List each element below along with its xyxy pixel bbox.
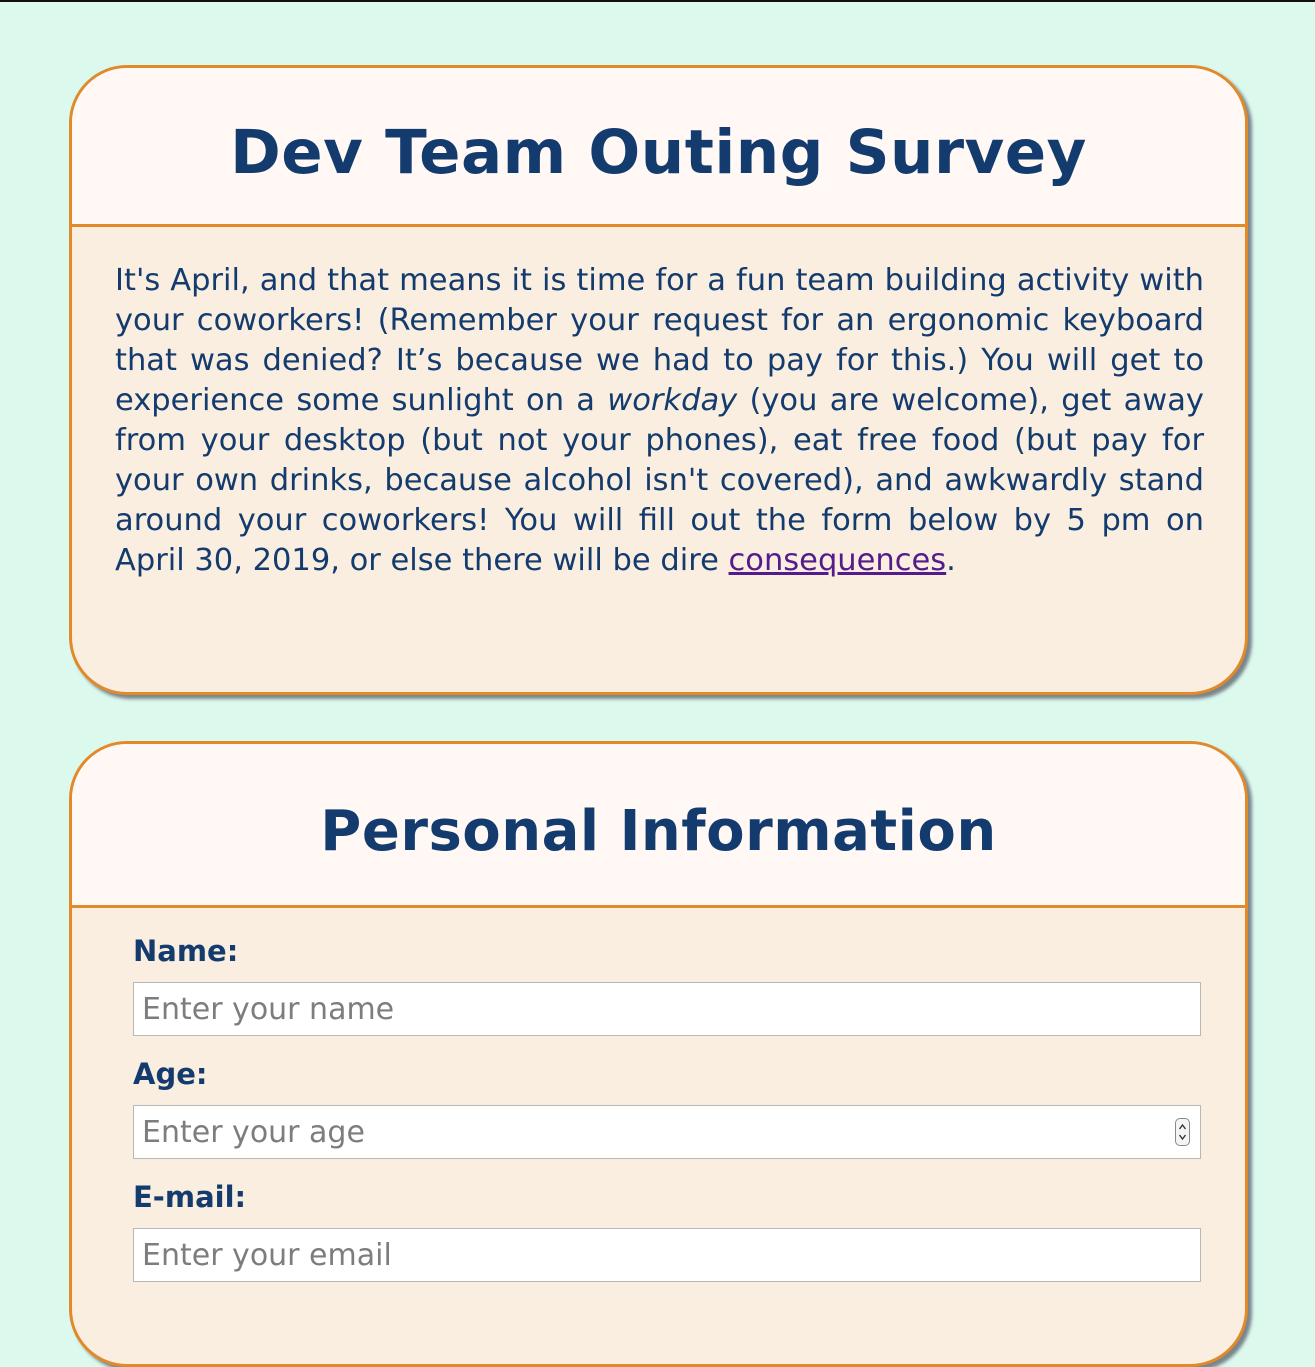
page-title: Dev Team Outing Survey [230, 117, 1087, 188]
email-input-box [133, 1228, 1201, 1282]
intro-paragraph: It's April, and that means it is time fo… [72, 227, 1245, 581]
intro-text-part2: (you are welcome), get away from your de… [115, 383, 1204, 578]
age-field-group: Age: [133, 1055, 1201, 1159]
name-input[interactable] [134, 983, 1200, 1035]
intro-card: Dev Team Outing Survey It's April, and t… [69, 65, 1248, 695]
name-label: Name: [133, 934, 239, 968]
age-input-box [133, 1105, 1201, 1159]
personal-information-form: Name: Age: E-mail: [72, 908, 1245, 1282]
intro-text-emphasis: workday [607, 383, 738, 418]
age-input[interactable] [134, 1106, 1200, 1158]
consequences-link[interactable]: consequences [728, 543, 947, 578]
email-field-group: E-mail: [133, 1178, 1201, 1282]
email-label: E-mail: [133, 1180, 247, 1214]
number-spinner-icon[interactable] [1175, 1118, 1190, 1146]
intro-text-part1: It's April, and that means it is time fo… [115, 263, 1204, 418]
intro-card-header: Dev Team Outing Survey [72, 68, 1245, 227]
section-title: Personal Information [320, 799, 997, 864]
name-input-box [133, 982, 1201, 1036]
name-field-group: Name: [133, 932, 1201, 1036]
personal-card-header: Personal Information [72, 744, 1245, 908]
intro-text-end: . [946, 543, 956, 578]
email-input[interactable] [134, 1229, 1200, 1281]
age-label: Age: [133, 1057, 208, 1091]
personal-information-card: Personal Information Name: Age: E-mail: [69, 741, 1248, 1367]
